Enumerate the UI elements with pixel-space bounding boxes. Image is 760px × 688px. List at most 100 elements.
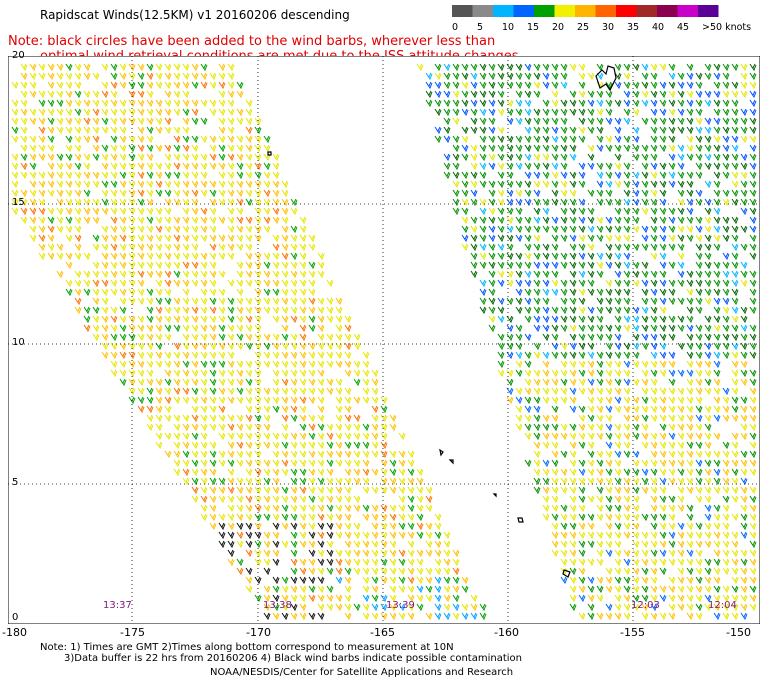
wind-barb xyxy=(506,99,514,108)
wind-barb xyxy=(299,315,307,324)
wind-barb xyxy=(155,99,163,108)
wind-barb xyxy=(614,135,622,144)
wind-barb xyxy=(488,108,496,117)
wind-barb xyxy=(326,504,334,513)
wind-barb xyxy=(308,342,316,351)
wind-barb xyxy=(128,342,136,351)
wind-barb xyxy=(119,180,127,189)
wind-barb xyxy=(218,198,226,207)
wind-barb xyxy=(227,153,235,162)
wind-barb xyxy=(362,558,370,567)
wind-barb xyxy=(272,531,280,540)
wind-barb xyxy=(245,153,253,162)
wind-barb xyxy=(173,414,181,423)
wind-barb xyxy=(713,549,721,558)
wind-barb xyxy=(686,459,694,468)
wind-barb xyxy=(686,396,694,405)
wind-barb xyxy=(362,432,370,441)
wind-barb xyxy=(695,531,703,540)
wind-barb xyxy=(650,63,658,72)
wind-barb xyxy=(362,612,370,621)
wind-barb xyxy=(344,387,352,396)
wind-barb xyxy=(83,216,91,225)
wind-barb xyxy=(470,63,478,72)
wind-barb xyxy=(632,459,640,468)
wind-barb xyxy=(398,477,406,486)
wind-barb xyxy=(308,414,316,423)
wind-map-plot[interactable]: 20 15 10 5 0 13:37 13:38 13:39 12:03 12:… xyxy=(7,50,760,625)
wind-barb xyxy=(389,558,397,567)
wind-barb xyxy=(245,162,253,171)
wind-barb xyxy=(659,540,667,549)
wind-barb xyxy=(623,594,631,603)
wind-barb xyxy=(308,270,316,279)
wind-barb xyxy=(155,171,163,180)
wind-barb xyxy=(110,198,118,207)
colorbar-swatch xyxy=(595,5,616,17)
wind-barb xyxy=(308,369,316,378)
wind-barb xyxy=(749,414,757,423)
wind-barb xyxy=(560,180,568,189)
wind-barb xyxy=(155,351,163,360)
wind-barb xyxy=(146,261,154,270)
wind-barb xyxy=(569,477,577,486)
wind-barb xyxy=(596,531,604,540)
wind-barb xyxy=(272,387,280,396)
wind-barb xyxy=(299,261,307,270)
wind-barb xyxy=(524,288,532,297)
wind-barb xyxy=(677,189,685,198)
wind-barb xyxy=(749,252,757,261)
wind-barb xyxy=(236,486,244,495)
wind-barb xyxy=(92,306,100,315)
wind-barb xyxy=(137,324,145,333)
wind-barb xyxy=(182,351,190,360)
wind-barb xyxy=(740,90,748,99)
wind-barb xyxy=(749,108,757,117)
wind-barb xyxy=(569,342,577,351)
wind-barb xyxy=(470,216,478,225)
wind-barb xyxy=(668,297,676,306)
wind-barb xyxy=(596,162,604,171)
wind-barb xyxy=(650,495,658,504)
wind-barb xyxy=(65,99,73,108)
wind-barb xyxy=(362,450,370,459)
wind-barb xyxy=(236,189,244,198)
wind-barb xyxy=(245,252,253,261)
wind-barb xyxy=(317,297,325,306)
wind-barb xyxy=(695,306,703,315)
wind-barb xyxy=(650,126,658,135)
wind-barb xyxy=(119,270,127,279)
wind-barb xyxy=(605,351,613,360)
wind-barb xyxy=(740,207,748,216)
wind-barb xyxy=(353,342,361,351)
wind-barb xyxy=(254,486,262,495)
wind-barb xyxy=(209,252,217,261)
wind-barb xyxy=(686,216,694,225)
wind-barb xyxy=(83,126,91,135)
wind-barb xyxy=(578,243,586,252)
wind-barb xyxy=(272,432,280,441)
wind-barb xyxy=(578,531,586,540)
wind-barb xyxy=(596,558,604,567)
wind-barb xyxy=(443,63,451,72)
wind-barb xyxy=(317,387,325,396)
wind-barb xyxy=(200,153,208,162)
wind-barb xyxy=(236,171,244,180)
wind-barb xyxy=(722,594,730,603)
wind-barb xyxy=(371,468,379,477)
wind-barb xyxy=(569,603,577,612)
wind-barb xyxy=(551,468,559,477)
wind-barb xyxy=(155,441,163,450)
wind-barb xyxy=(434,63,442,72)
wind-barb xyxy=(380,468,388,477)
wind-barb xyxy=(542,396,550,405)
wind-barb xyxy=(695,450,703,459)
wind-barb xyxy=(65,108,73,117)
wind-barb xyxy=(722,117,730,126)
wind-barb xyxy=(20,189,28,198)
wind-barb xyxy=(650,333,658,342)
wind-barb xyxy=(83,306,91,315)
wind-barb xyxy=(578,297,586,306)
wind-barb xyxy=(677,198,685,207)
wind-barb xyxy=(380,522,388,531)
